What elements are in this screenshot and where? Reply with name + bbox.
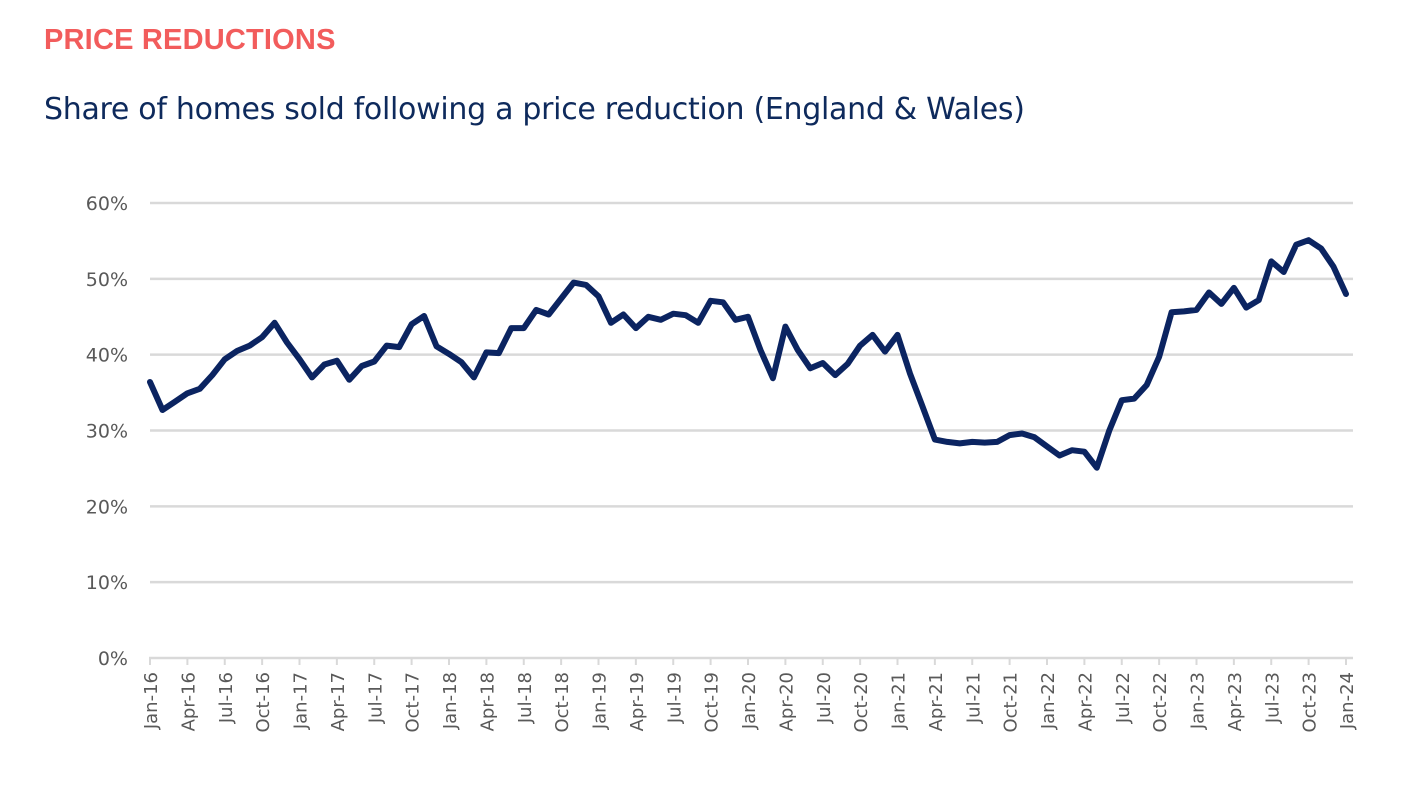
y-tick-label: 50% xyxy=(86,269,128,291)
x-tick-label: Jan-23 xyxy=(1188,672,1209,730)
x-tick-label: Oct-19 xyxy=(702,672,723,733)
y-tick-label: 60% xyxy=(86,193,128,215)
x-tick-label: Jan-20 xyxy=(739,672,760,730)
x-tick-label: Jan-17 xyxy=(291,672,312,730)
x-axis xyxy=(149,656,1353,665)
gridlines xyxy=(150,201,1353,584)
x-tick-label: Apr-23 xyxy=(1225,672,1246,731)
chart-title: Share of homes sold following a price re… xyxy=(44,92,1025,127)
x-tick-label: Oct-21 xyxy=(1001,672,1022,733)
y-tick-label: 30% xyxy=(86,421,128,443)
y-tick-label: 0% xyxy=(98,648,128,670)
x-tick-label: Oct-20 xyxy=(851,672,872,733)
x-tick-label: Apr-17 xyxy=(328,672,349,731)
x-axis-tick-labels: Jan-16 Apr-16 Jul-16 Oct-16 Jan-17 Apr-17 Jul-… xyxy=(141,672,1358,733)
x-tick-label: Oct-22 xyxy=(1150,672,1171,733)
x-tick-label: Oct-16 xyxy=(253,672,274,733)
x-tick-label: Jul-23 xyxy=(1262,672,1283,724)
x-tick-label: Apr-18 xyxy=(477,672,498,731)
y-tick-label: 20% xyxy=(86,496,128,518)
series-group xyxy=(147,237,1349,471)
y-tick-label: 10% xyxy=(86,572,128,594)
x-tick-label: Oct-18 xyxy=(552,672,573,733)
x-tick-label: Apr-21 xyxy=(926,672,947,731)
x-tick-label: Apr-19 xyxy=(627,672,648,731)
x-tick-label: Jan-24 xyxy=(1337,672,1358,730)
y-axis-tick-labels: 0% 10% 20% 30% 40% 50% 60% xyxy=(86,193,128,670)
x-tick-label: Oct-17 xyxy=(403,672,424,733)
x-tick-label: Jan-16 xyxy=(141,672,162,730)
x-tick-label: Jan-19 xyxy=(590,672,611,730)
series-line xyxy=(147,237,1349,471)
x-tick-label: Jul-18 xyxy=(515,672,536,724)
x-tick-label: Jan-22 xyxy=(1038,672,1059,730)
x-tick-label: Jan-21 xyxy=(889,672,910,730)
x-tick-label: Jul-21 xyxy=(963,672,984,724)
x-tick-label: Oct-23 xyxy=(1300,672,1321,733)
x-tick-label: Jul-20 xyxy=(814,672,835,724)
x-tick-label: Jul-17 xyxy=(365,672,386,724)
x-tick-label: Jul-19 xyxy=(664,672,685,724)
x-tick-label: Jul-22 xyxy=(1113,672,1134,724)
x-tick-label: Jul-16 xyxy=(216,672,237,724)
x-tick-label: Apr-20 xyxy=(776,672,797,731)
x-tick-label: Jan-18 xyxy=(440,672,461,730)
y-tick-label: 40% xyxy=(86,345,128,367)
x-tick-label: Apr-16 xyxy=(178,672,199,731)
x-tick-label: Apr-22 xyxy=(1075,672,1096,731)
section-title: PRICE REDUCTIONS xyxy=(44,24,336,56)
